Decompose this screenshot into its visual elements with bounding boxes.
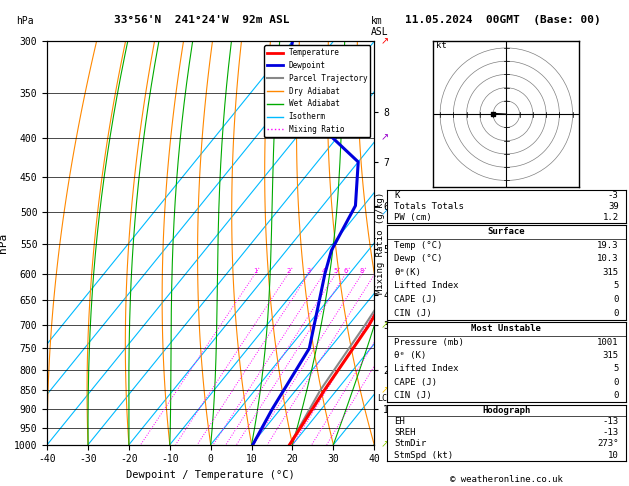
- Text: -13: -13: [603, 428, 619, 437]
- Text: Hodograph: Hodograph: [482, 406, 530, 415]
- Text: CAPE (J): CAPE (J): [394, 295, 437, 304]
- Text: CIN (J): CIN (J): [394, 391, 431, 400]
- Text: LCL: LCL: [377, 394, 392, 402]
- Text: 315: 315: [603, 268, 619, 277]
- Text: 5: 5: [334, 267, 338, 274]
- Text: 10: 10: [608, 451, 619, 460]
- Text: Lifted Index: Lifted Index: [394, 281, 459, 291]
- Text: Totals Totals: Totals Totals: [394, 202, 464, 210]
- Text: 0: 0: [613, 295, 619, 304]
- Text: 5: 5: [613, 281, 619, 291]
- Text: θᵉ(K): θᵉ(K): [394, 268, 421, 277]
- X-axis label: Dewpoint / Temperature (°C): Dewpoint / Temperature (°C): [126, 470, 295, 480]
- Text: Mixing Ratio (g/kg): Mixing Ratio (g/kg): [376, 192, 385, 294]
- Text: 315: 315: [603, 351, 619, 360]
- Text: 1: 1: [253, 267, 257, 274]
- Text: 273°: 273°: [597, 439, 619, 449]
- Text: 5: 5: [613, 364, 619, 374]
- Text: ↗: ↗: [381, 385, 389, 395]
- Text: Pressure (mb): Pressure (mb): [394, 338, 464, 347]
- Text: ↗: ↗: [381, 440, 389, 450]
- Text: θᵉ (K): θᵉ (K): [394, 351, 426, 360]
- Text: Surface: Surface: [487, 227, 525, 236]
- Text: 0: 0: [613, 378, 619, 387]
- Text: 4: 4: [322, 267, 326, 274]
- Text: 10.3: 10.3: [597, 254, 619, 263]
- Text: -13: -13: [603, 417, 619, 426]
- Text: Lifted Index: Lifted Index: [394, 364, 459, 374]
- Text: 33°56'N  241°24'W  92m ASL: 33°56'N 241°24'W 92m ASL: [113, 15, 289, 25]
- Text: 8: 8: [360, 267, 364, 274]
- Text: EH: EH: [394, 417, 404, 426]
- Text: 39: 39: [608, 202, 619, 210]
- Text: km
ASL: km ASL: [371, 16, 389, 37]
- Text: 11.05.2024  00GMT  (Base: 00): 11.05.2024 00GMT (Base: 00): [405, 15, 601, 25]
- Text: CAPE (J): CAPE (J): [394, 378, 437, 387]
- Text: StmDir: StmDir: [394, 439, 426, 449]
- Text: -3: -3: [608, 191, 619, 200]
- Text: 1.2: 1.2: [603, 212, 619, 222]
- Text: hPa: hPa: [16, 16, 33, 26]
- Text: Dewp (°C): Dewp (°C): [394, 254, 442, 263]
- Legend: Temperature, Dewpoint, Parcel Trajectory, Dry Adiabat, Wet Adiabat, Isotherm, Mi: Temperature, Dewpoint, Parcel Trajectory…: [264, 45, 370, 137]
- Text: ↗: ↗: [381, 320, 389, 330]
- Text: 19.3: 19.3: [597, 241, 619, 250]
- Text: © weatheronline.co.uk: © weatheronline.co.uk: [450, 474, 563, 484]
- Text: 6: 6: [344, 267, 348, 274]
- Text: StmSpd (kt): StmSpd (kt): [394, 451, 453, 460]
- Text: 0: 0: [613, 391, 619, 400]
- Text: ↗: ↗: [381, 208, 389, 217]
- Text: 2: 2: [286, 267, 291, 274]
- Y-axis label: hPa: hPa: [0, 233, 8, 253]
- Text: K: K: [394, 191, 399, 200]
- Text: ↗: ↗: [381, 133, 389, 143]
- Text: 1001: 1001: [597, 338, 619, 347]
- Text: 3: 3: [307, 267, 311, 274]
- Text: 0: 0: [613, 309, 619, 317]
- Text: Temp (°C): Temp (°C): [394, 241, 442, 250]
- Text: kt: kt: [436, 41, 447, 50]
- Text: SREH: SREH: [394, 428, 416, 437]
- Text: ↗: ↗: [381, 36, 389, 46]
- Text: CIN (J): CIN (J): [394, 309, 431, 317]
- Text: Most Unstable: Most Unstable: [471, 324, 542, 333]
- Text: PW (cm): PW (cm): [394, 212, 431, 222]
